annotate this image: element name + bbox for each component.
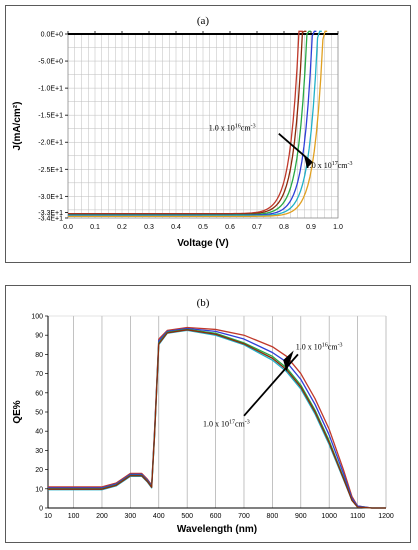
x-tick-label: 200 bbox=[96, 513, 108, 520]
grid-lines bbox=[67, 33, 339, 219]
x-tick-label: 0.9 bbox=[306, 224, 316, 231]
x-tick-label: 0.2 bbox=[117, 224, 127, 231]
jv-chart: 0.0 0.1 0.2 0.3 0.4 0.5 0.6 0.7 0.8 0.9 1.0 0.0E+0 -… bbox=[12, 15, 353, 249]
x-tick-label: 400 bbox=[153, 513, 165, 520]
x-tick-label: 10 bbox=[44, 513, 52, 520]
y-tick-label: -1.0E+1 bbox=[38, 86, 63, 93]
annotation-arrowhead bbox=[283, 350, 294, 372]
y-tick-label: 30 bbox=[35, 448, 43, 455]
annotation-exp: 16 bbox=[322, 343, 328, 349]
panel-label-a: (a) bbox=[197, 15, 210, 27]
x-tick-label: 0.5 bbox=[198, 224, 208, 231]
annotation-unit: cm bbox=[338, 161, 349, 170]
annotation-doping-16: 1.0 x 1016cm-3 bbox=[296, 343, 343, 352]
annotation-arrowhead-17 bbox=[304, 156, 313, 169]
annotation-arrow bbox=[243, 353, 299, 417]
jv-series-line bbox=[68, 30, 328, 218]
qe-series-line bbox=[48, 326, 386, 509]
y-tick-label: -2.5E+1 bbox=[38, 167, 63, 174]
y-tick-label: 90 bbox=[35, 333, 43, 340]
x-axis-label: Voltage (V) bbox=[177, 238, 228, 249]
x-tick-label: 0.1 bbox=[90, 224, 100, 231]
jv-series-line bbox=[68, 30, 303, 215]
y-tick-label: 20 bbox=[35, 467, 43, 474]
x-tick-label: 100 bbox=[68, 513, 80, 520]
x-tick-label: 1000 bbox=[321, 513, 337, 520]
annotation-unit-exp: -3 bbox=[347, 161, 352, 167]
y-axis-label: QE% bbox=[12, 400, 23, 423]
x-tick-label: 0.6 bbox=[225, 224, 235, 231]
x-axis-label: Wavelength (nm) bbox=[177, 524, 257, 535]
jv-series-line bbox=[68, 30, 322, 217]
y-tick-label: -2.0E+1 bbox=[38, 140, 63, 147]
y-axis-label: J(mA/cm²) bbox=[12, 102, 23, 151]
x-tick-label: 0.7 bbox=[252, 224, 262, 231]
qe-chart: 10 100 200 300 400 500 600 700 800 900 1000 1100 120… bbox=[12, 297, 394, 535]
annotation-unit: cm bbox=[235, 420, 246, 429]
annotation-base: 1.0 x 10 bbox=[306, 161, 332, 170]
x-tick-label: 900 bbox=[295, 513, 307, 520]
jv-series-line bbox=[68, 30, 317, 216]
x-tick-label: 1200 bbox=[378, 513, 394, 520]
x-tick-label: 0.8 bbox=[279, 224, 289, 231]
x-tick-label: 500 bbox=[181, 513, 193, 520]
y-tick-label: 100 bbox=[31, 314, 43, 321]
y-tick-label: -3.0E+1 bbox=[38, 194, 63, 201]
x-tick-label: 300 bbox=[125, 513, 137, 520]
annotation-exp: 16 bbox=[235, 124, 241, 130]
qe-chart-panel: 10 100 200 300 400 500 600 700 800 900 1000 1100 120… bbox=[5, 285, 411, 543]
annotation-unit-exp: -3 bbox=[251, 124, 256, 130]
y-tick-label: 50 bbox=[35, 410, 43, 417]
x-tick-label: 1100 bbox=[350, 513, 365, 520]
annotation-unit-exp: -3 bbox=[338, 343, 343, 349]
annotation-arrow-16 bbox=[278, 133, 313, 164]
y-tick-label: 70 bbox=[35, 371, 43, 378]
y-tick-label: 60 bbox=[35, 390, 43, 397]
x-tick-label: 600 bbox=[210, 513, 222, 520]
x-tick-label: 0.3 bbox=[144, 224, 154, 231]
y-tick-label: 0.0E+0 bbox=[41, 32, 63, 39]
annotation-exp: 17 bbox=[332, 161, 338, 167]
x-tick-label: 700 bbox=[238, 513, 250, 520]
y-tick-label: -3.3E+1 bbox=[38, 210, 63, 217]
annotation-base: 1.0 x 10 bbox=[209, 124, 235, 133]
annotation-base: 1.0 x 10 bbox=[296, 343, 322, 352]
x-tick-label: 800 bbox=[267, 513, 279, 520]
annotation-unit: cm bbox=[328, 343, 339, 352]
y-tick-label: -3.4E+1 bbox=[38, 216, 63, 223]
y-tick-label: 0 bbox=[39, 506, 43, 513]
y-tick-label: 10 bbox=[35, 486, 43, 493]
jv-chart-panel: 0.0 0.1 0.2 0.3 0.4 0.5 0.6 0.7 0.8 0.9 1.0 0.0E+0 -… bbox=[5, 5, 411, 263]
annotation-doping-17: 1.0 x 1017cm-3 bbox=[306, 161, 353, 170]
x-tick-label: 0.4 bbox=[171, 224, 181, 231]
annotation-base: 1.0 x 10 bbox=[203, 420, 229, 429]
y-tick-label: -1.5E+1 bbox=[38, 113, 63, 120]
annotation-unit-exp: -3 bbox=[245, 420, 250, 426]
annotation-doping-17: 1.0 x 1017cm-3 bbox=[203, 420, 250, 429]
annotation-doping-16: 1.0 x 1016cm-3 bbox=[209, 124, 256, 133]
x-tick-label: 0.0 bbox=[63, 224, 73, 231]
y-tick-label: 40 bbox=[35, 429, 43, 436]
y-tick-label: -5.0E+0 bbox=[38, 59, 63, 66]
annotation-exp: 17 bbox=[229, 420, 235, 426]
y-tick-label: 80 bbox=[35, 352, 43, 359]
panel-label-b: (b) bbox=[197, 297, 210, 309]
annotation-unit: cm bbox=[241, 124, 252, 133]
qe-series-line bbox=[48, 327, 386, 509]
x-tick-label: 1.0 bbox=[333, 224, 343, 231]
qe-series-line bbox=[48, 329, 386, 509]
